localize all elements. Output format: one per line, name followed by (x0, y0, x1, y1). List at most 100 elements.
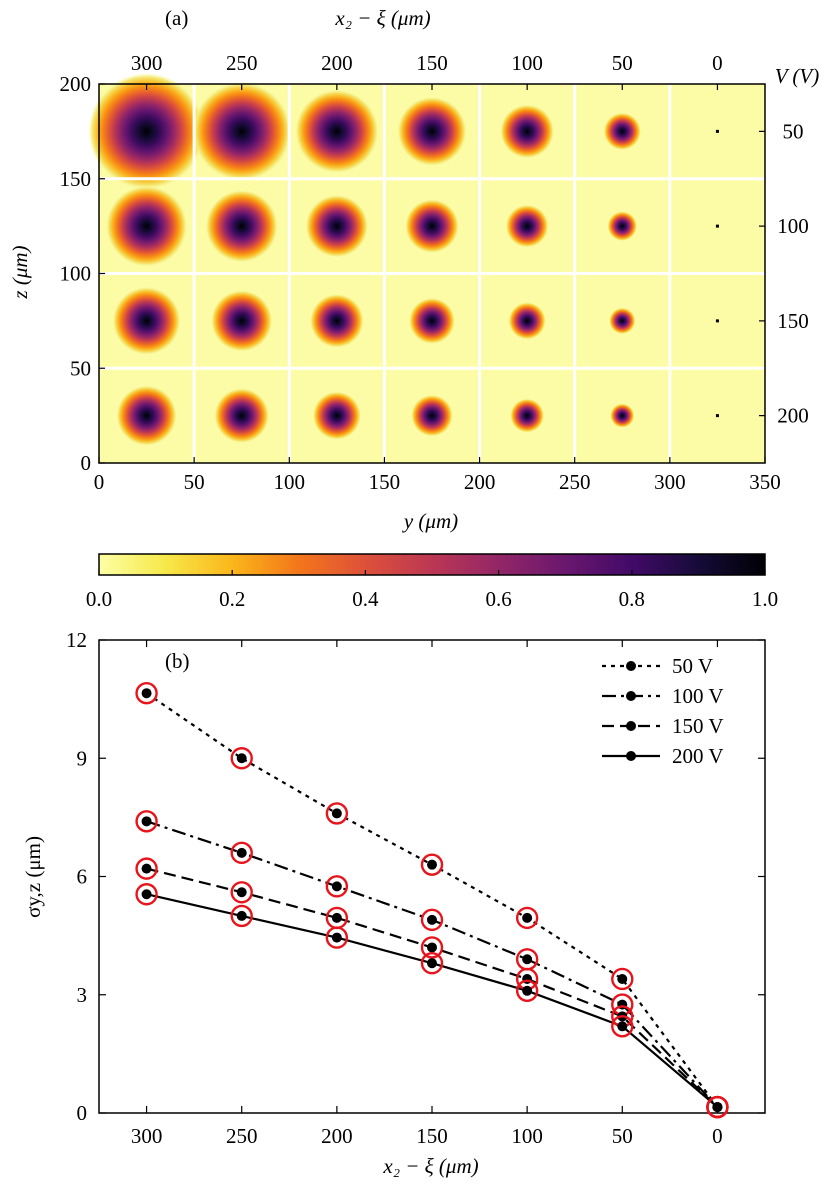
heatmap-spot (294, 89, 379, 174)
colorbar-tick-label: 0.2 (219, 587, 245, 611)
top-tick-label: 100 (511, 51, 543, 75)
heatmap-spot (603, 112, 642, 151)
x-tick-label: 150 (416, 1124, 448, 1148)
data-point-ring (611, 1015, 634, 1038)
y-tick-label: 150 (60, 167, 92, 191)
heatmap-spot (607, 211, 638, 242)
colorbar-tick-label: 0.0 (86, 587, 112, 611)
heatmap-spot (510, 398, 545, 433)
heatmap-spot (508, 302, 546, 340)
heatmap-ticks: 0 50 100 150 200 250 300 350 0 50 100 150 200 300 250 2… (60, 51, 809, 494)
data-point-ring (515, 906, 539, 930)
heatmap-spot (116, 385, 177, 446)
heatmap-spot (192, 81, 292, 182)
heatmap-spot (715, 319, 719, 323)
heatmap-spot (715, 129, 719, 133)
line-chart-series (135, 682, 729, 1119)
line-chart-frame (98, 639, 766, 1114)
data-point (712, 1102, 723, 1113)
data-point (427, 914, 437, 925)
panel-b-label: (b) (165, 649, 190, 673)
top-tick-label: 50 (612, 51, 633, 75)
heatmap-spot (214, 388, 270, 444)
y-tick-label: 100 (60, 262, 92, 286)
x-tick-label: 200 (321, 1124, 353, 1148)
colorbar: 0.0 0.2 0.4 0.6 0.8 1.0 (86, 553, 778, 611)
data-point (522, 985, 533, 996)
data-point-ring (230, 841, 253, 865)
top-tick-label: 250 (226, 51, 258, 75)
heatmap-spot (609, 307, 636, 335)
y-tick-label: 3 (77, 983, 88, 1007)
y-tick-label: 6 (77, 865, 88, 889)
top-axis-label: x₂ − ξ (μm) (334, 6, 430, 30)
line-chart-ticks: 300 250 200 150 100 50 0 0 3 6 9 12 (66, 628, 765, 1148)
data-point-ring (515, 979, 539, 1003)
data-point (427, 958, 437, 969)
x-tick-label: 250 (226, 1124, 258, 1148)
data-point-ring (420, 936, 444, 959)
legend-marker (626, 661, 636, 671)
data-point-ring (230, 904, 253, 928)
data-point (236, 753, 247, 764)
heatmap-spot (715, 224, 719, 228)
line-chart-y-axis-label: σy,z (μm) (21, 836, 45, 918)
x-tick-label: 100 (511, 1124, 543, 1148)
heatmap-spot (404, 199, 460, 254)
data-point (331, 912, 342, 923)
colorbar-ticks: 0.0 0.2 0.4 0.6 0.8 1.0 (86, 570, 778, 611)
colorbar-tick-label: 0.8 (619, 587, 645, 611)
colorbar-tick-label: 0.4 (352, 587, 379, 611)
data-point (617, 973, 628, 984)
heatmap-spot (112, 286, 181, 356)
heatmap-y-axis-label: z (μm) (8, 245, 32, 299)
x-tick-label: 300 (131, 1124, 163, 1148)
data-point (236, 887, 247, 898)
legend-marker (626, 721, 636, 731)
x-tick-label: 150 (369, 470, 401, 494)
heatmap-spot (411, 394, 453, 437)
colorbar-gradient (98, 553, 766, 576)
y-tick-label: 50 (70, 356, 91, 380)
data-point (522, 954, 533, 965)
legend-label: 50 V (672, 654, 713, 678)
data-point-ring (135, 857, 158, 880)
line-chart-panel: 300 250 200 150 100 50 0 0 3 6 9 12 (b) 50 V 100 V 15… (21, 628, 766, 1178)
data-point (331, 881, 342, 892)
legend: 50 V 100 V 150 V 200 V (602, 654, 724, 768)
heatmap-spots (88, 72, 719, 446)
data-point (331, 808, 342, 819)
heatmap-grid (99, 84, 765, 463)
heatmap-spot (505, 204, 549, 248)
x-tick-label: 50 (184, 470, 205, 494)
x-tick-label: 0 (712, 1124, 723, 1148)
heatmap-spot (397, 96, 467, 167)
data-point-ring (230, 747, 253, 770)
legend-marker (626, 751, 636, 761)
data-point-ring (135, 883, 158, 906)
data-point-ring (420, 853, 444, 876)
colorbar-tick-label: 0.6 (485, 587, 511, 611)
heatmap-spot (309, 293, 364, 348)
data-point (236, 847, 247, 858)
line-chart-x-axis-label: x₂ − ξ (μm) (382, 1154, 478, 1178)
y-tick-label: 12 (66, 628, 87, 652)
panel-a-label: (a) (165, 6, 188, 30)
heatmap-spot (312, 391, 362, 440)
heatmap-spot (105, 185, 188, 267)
data-point (522, 912, 533, 923)
heatmap-spot (408, 297, 456, 345)
x-tick-label: 350 (749, 470, 781, 494)
right-tick-label: 150 (777, 309, 809, 333)
right-tick-label: 200 (777, 404, 809, 428)
right-axis-label: V (V) (775, 64, 820, 88)
x-tick-label: 0 (94, 470, 105, 494)
data-point (427, 859, 437, 870)
data-point-ring (706, 1095, 729, 1119)
y-tick-label: 0 (81, 451, 92, 475)
heatmap-spot (210, 289, 273, 352)
right-tick-label: 100 (777, 214, 809, 238)
top-tick-label: 150 (416, 51, 448, 75)
data-point (141, 889, 152, 900)
